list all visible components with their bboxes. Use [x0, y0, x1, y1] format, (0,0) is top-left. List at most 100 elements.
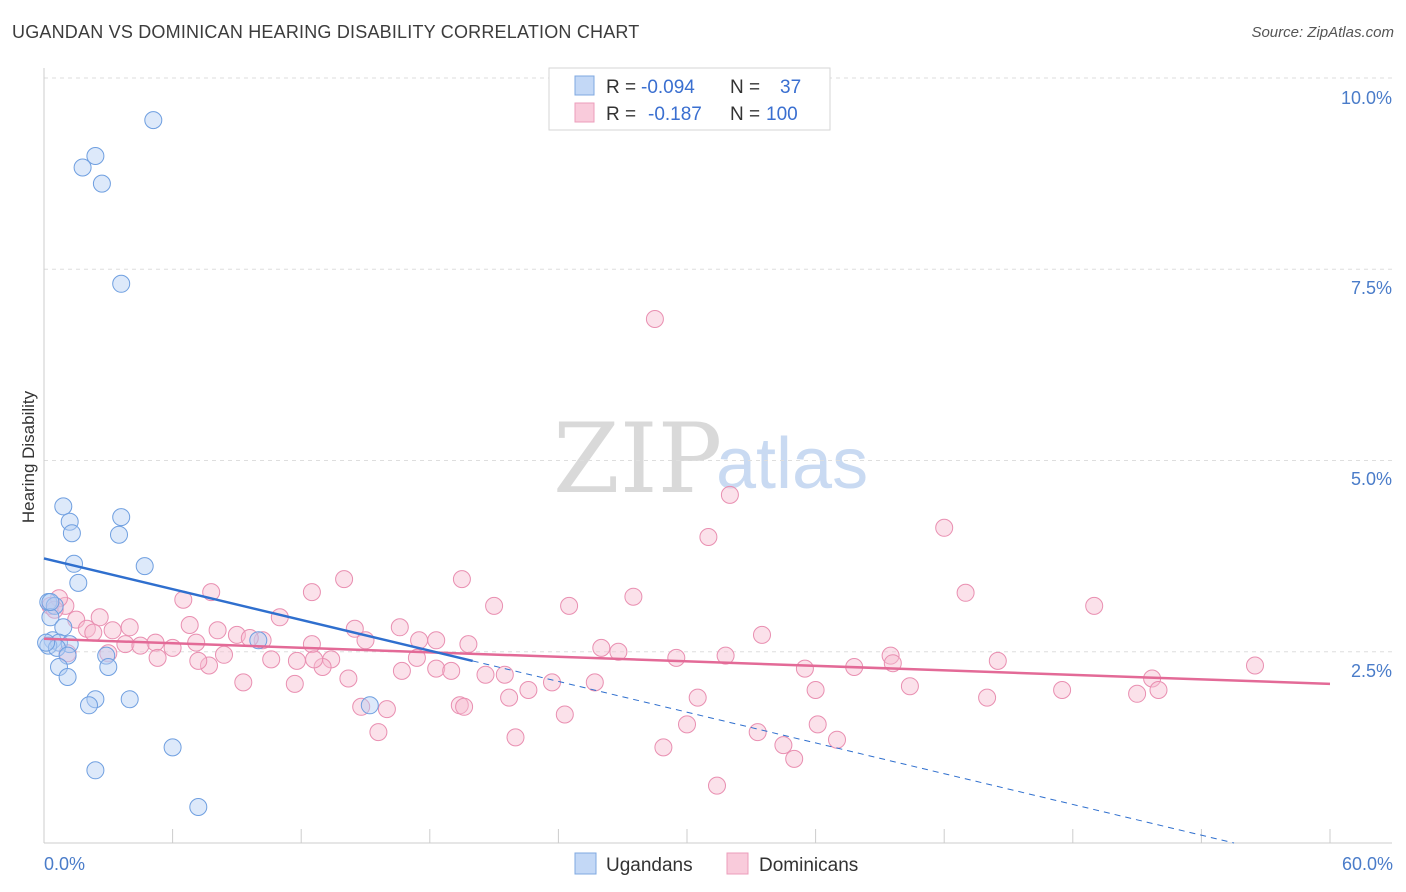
dominican-point — [506, 728, 525, 747]
ugandan-point — [80, 696, 98, 715]
ugandan-point — [60, 512, 79, 531]
dominican-point — [774, 736, 793, 755]
dominican-point — [519, 681, 538, 699]
legend-n-label-1: N = — [730, 77, 760, 98]
legend-n-label-2: N = — [730, 104, 760, 125]
dominican-point — [131, 636, 150, 655]
grid — [44, 77, 1392, 653]
ugandan-point — [112, 508, 131, 527]
dominican-point — [302, 583, 321, 602]
dominican-point — [500, 688, 519, 707]
y-tick-label-10: 10.0% — [1341, 88, 1392, 108]
y-tick-labels: 10.0% 7.5% 5.0% 2.5% — [1341, 88, 1392, 681]
dominican-point — [103, 621, 122, 640]
dominican-point — [645, 310, 664, 328]
dominican-point — [335, 570, 354, 589]
dominican-point — [262, 650, 281, 669]
dominican-point — [624, 587, 643, 606]
dominicans-trend-line — [43, 637, 1331, 686]
dominican-point — [1246, 656, 1264, 675]
dominican-point — [495, 665, 514, 684]
bottom-legend-swatch-ugandans — [574, 852, 597, 875]
dominican-point — [1149, 681, 1168, 699]
dominican-point — [708, 776, 726, 795]
ugandans-trend-line — [43, 557, 473, 663]
dominican-point — [654, 738, 673, 757]
dominican-point — [485, 596, 504, 615]
dominican-point — [476, 665, 495, 684]
legend-swatch-dominicans — [574, 102, 595, 123]
ugandan-point — [120, 690, 139, 709]
x-axis-ticks — [43, 829, 1331, 843]
legend-box — [548, 67, 831, 131]
ugandan-point — [69, 573, 88, 592]
legend-n-value-2: 100 — [766, 104, 798, 125]
x-tick-label-min: 0.0% — [44, 854, 85, 874]
series-legend: Ugandans Dominicans — [574, 852, 858, 876]
bottom-legend-swatch-dominicans — [726, 852, 749, 875]
ugandan-point — [144, 111, 163, 130]
dominican-point — [407, 648, 426, 667]
ugandan-point — [41, 593, 60, 611]
dominican-point — [90, 608, 109, 627]
ugandan-point — [86, 761, 105, 780]
dominican-point — [1128, 684, 1147, 703]
ugandan-point — [360, 696, 379, 715]
dominican-point — [1085, 596, 1104, 615]
ugandan-point — [92, 174, 111, 193]
ugandan-point — [97, 646, 116, 665]
ugandan-point — [58, 668, 77, 686]
dominican-point — [459, 635, 478, 654]
dominican-point — [305, 650, 324, 669]
dominican-point — [287, 651, 306, 670]
dominican-point — [543, 673, 561, 692]
ugandan-point — [41, 608, 60, 627]
dominican-point — [442, 661, 461, 680]
dominican-point — [189, 651, 208, 670]
legend-r-label-2: R = — [606, 104, 636, 125]
ugandan-point — [249, 631, 268, 650]
dominican-point — [377, 700, 396, 719]
correlation-legend: R = -0.094 N = 37 R = -0.187 N = 100 — [548, 67, 831, 131]
bottom-legend-ugandans: Ugandans — [606, 855, 693, 876]
dominican-point — [667, 648, 686, 667]
dominican-point — [785, 749, 804, 768]
trend-lines — [43, 557, 1331, 844]
dominican-point — [900, 677, 919, 696]
dominican-point — [1053, 681, 1072, 699]
dominican-point — [560, 596, 579, 615]
ugandan-point — [99, 658, 118, 676]
dominican-point — [215, 645, 233, 664]
dominican-point — [339, 669, 358, 688]
dominican-point — [208, 621, 227, 640]
dominican-point — [720, 485, 739, 504]
watermark: ZIP atlas — [553, 403, 868, 515]
chart-title: UGANDAN VS DOMINICAN HEARING DISABILITY … — [12, 22, 640, 42]
ugandan-point — [86, 147, 105, 165]
legend-r-value-1: -0.094 — [641, 77, 695, 98]
dominican-point — [978, 688, 997, 707]
dominican-point — [234, 673, 253, 692]
legend-swatch-ugandans — [574, 75, 595, 96]
ugandan-point — [54, 497, 73, 516]
ugandans-points — [37, 111, 379, 816]
dominican-point — [187, 633, 206, 652]
dominican-point — [881, 646, 900, 665]
dominican-point — [828, 730, 846, 749]
dominican-point — [116, 635, 135, 654]
dominican-point — [555, 705, 574, 724]
dominican-point — [585, 673, 604, 692]
ugandan-point — [135, 557, 154, 576]
dominican-point — [148, 648, 167, 667]
dominican-point — [678, 715, 696, 734]
x-tick-label-max: 60.0% — [1342, 854, 1393, 874]
dominican-point — [748, 723, 767, 742]
dominican-point — [699, 528, 718, 546]
dominican-point — [285, 674, 304, 693]
ugandan-point — [37, 633, 56, 652]
y-axis-label: Hearing Disability — [19, 390, 38, 523]
dominican-point — [56, 596, 75, 615]
dominican-point — [808, 715, 827, 734]
dominican-point — [200, 656, 218, 675]
dominican-point — [592, 638, 611, 657]
